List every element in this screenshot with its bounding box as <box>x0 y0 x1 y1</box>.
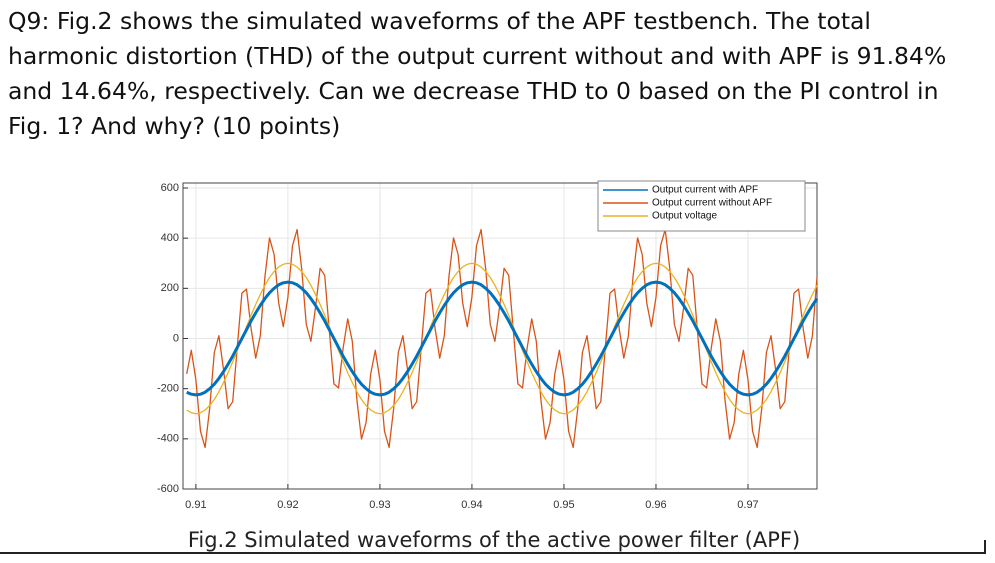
legend-label: Output current with APF <box>652 185 758 196</box>
figure-caption: Fig.2 Simulated waveforms of the active … <box>188 528 800 552</box>
legend-label: Output voltage <box>652 211 717 222</box>
x-tick-label: 0.97 <box>737 499 758 511</box>
x-tick-label: 0.93 <box>369 499 390 511</box>
question: Q9: Fig.2 shows the simulated waveforms … <box>8 4 946 144</box>
x-tick-label: 0.96 <box>645 499 666 511</box>
x-tick-label: 0.95 <box>553 499 574 511</box>
y-tick-label: 600 <box>161 182 179 194</box>
y-tick-label: -400 <box>157 433 179 445</box>
question-line: Fig. 1? And why? (10 points) <box>8 112 341 140</box>
y-tick-label: 0 <box>173 332 179 344</box>
legend-label: Output current without APF <box>652 198 772 209</box>
y-tick-label: -200 <box>157 383 179 395</box>
question-line: Q9: Fig.2 shows the simulated waveforms … <box>8 7 871 35</box>
axes-frame <box>182 182 818 490</box>
y-tick-label: -600 <box>157 483 179 495</box>
series-line <box>186 228 818 449</box>
series-line <box>186 262 818 415</box>
question-line: harmonic distortion (THD) of the output … <box>8 42 947 70</box>
series-line <box>186 280 819 397</box>
x-tick-label: 0.94 <box>461 499 482 511</box>
question-line: and 14.64%, respectively. Can we decreas… <box>8 77 939 105</box>
x-tick-label: 0.91 <box>185 499 206 511</box>
x-tick-label: 0.92 <box>277 499 298 511</box>
y-tick-label: 200 <box>161 282 179 294</box>
y-tick-label: 400 <box>161 232 179 244</box>
plot-area <box>183 183 817 489</box>
